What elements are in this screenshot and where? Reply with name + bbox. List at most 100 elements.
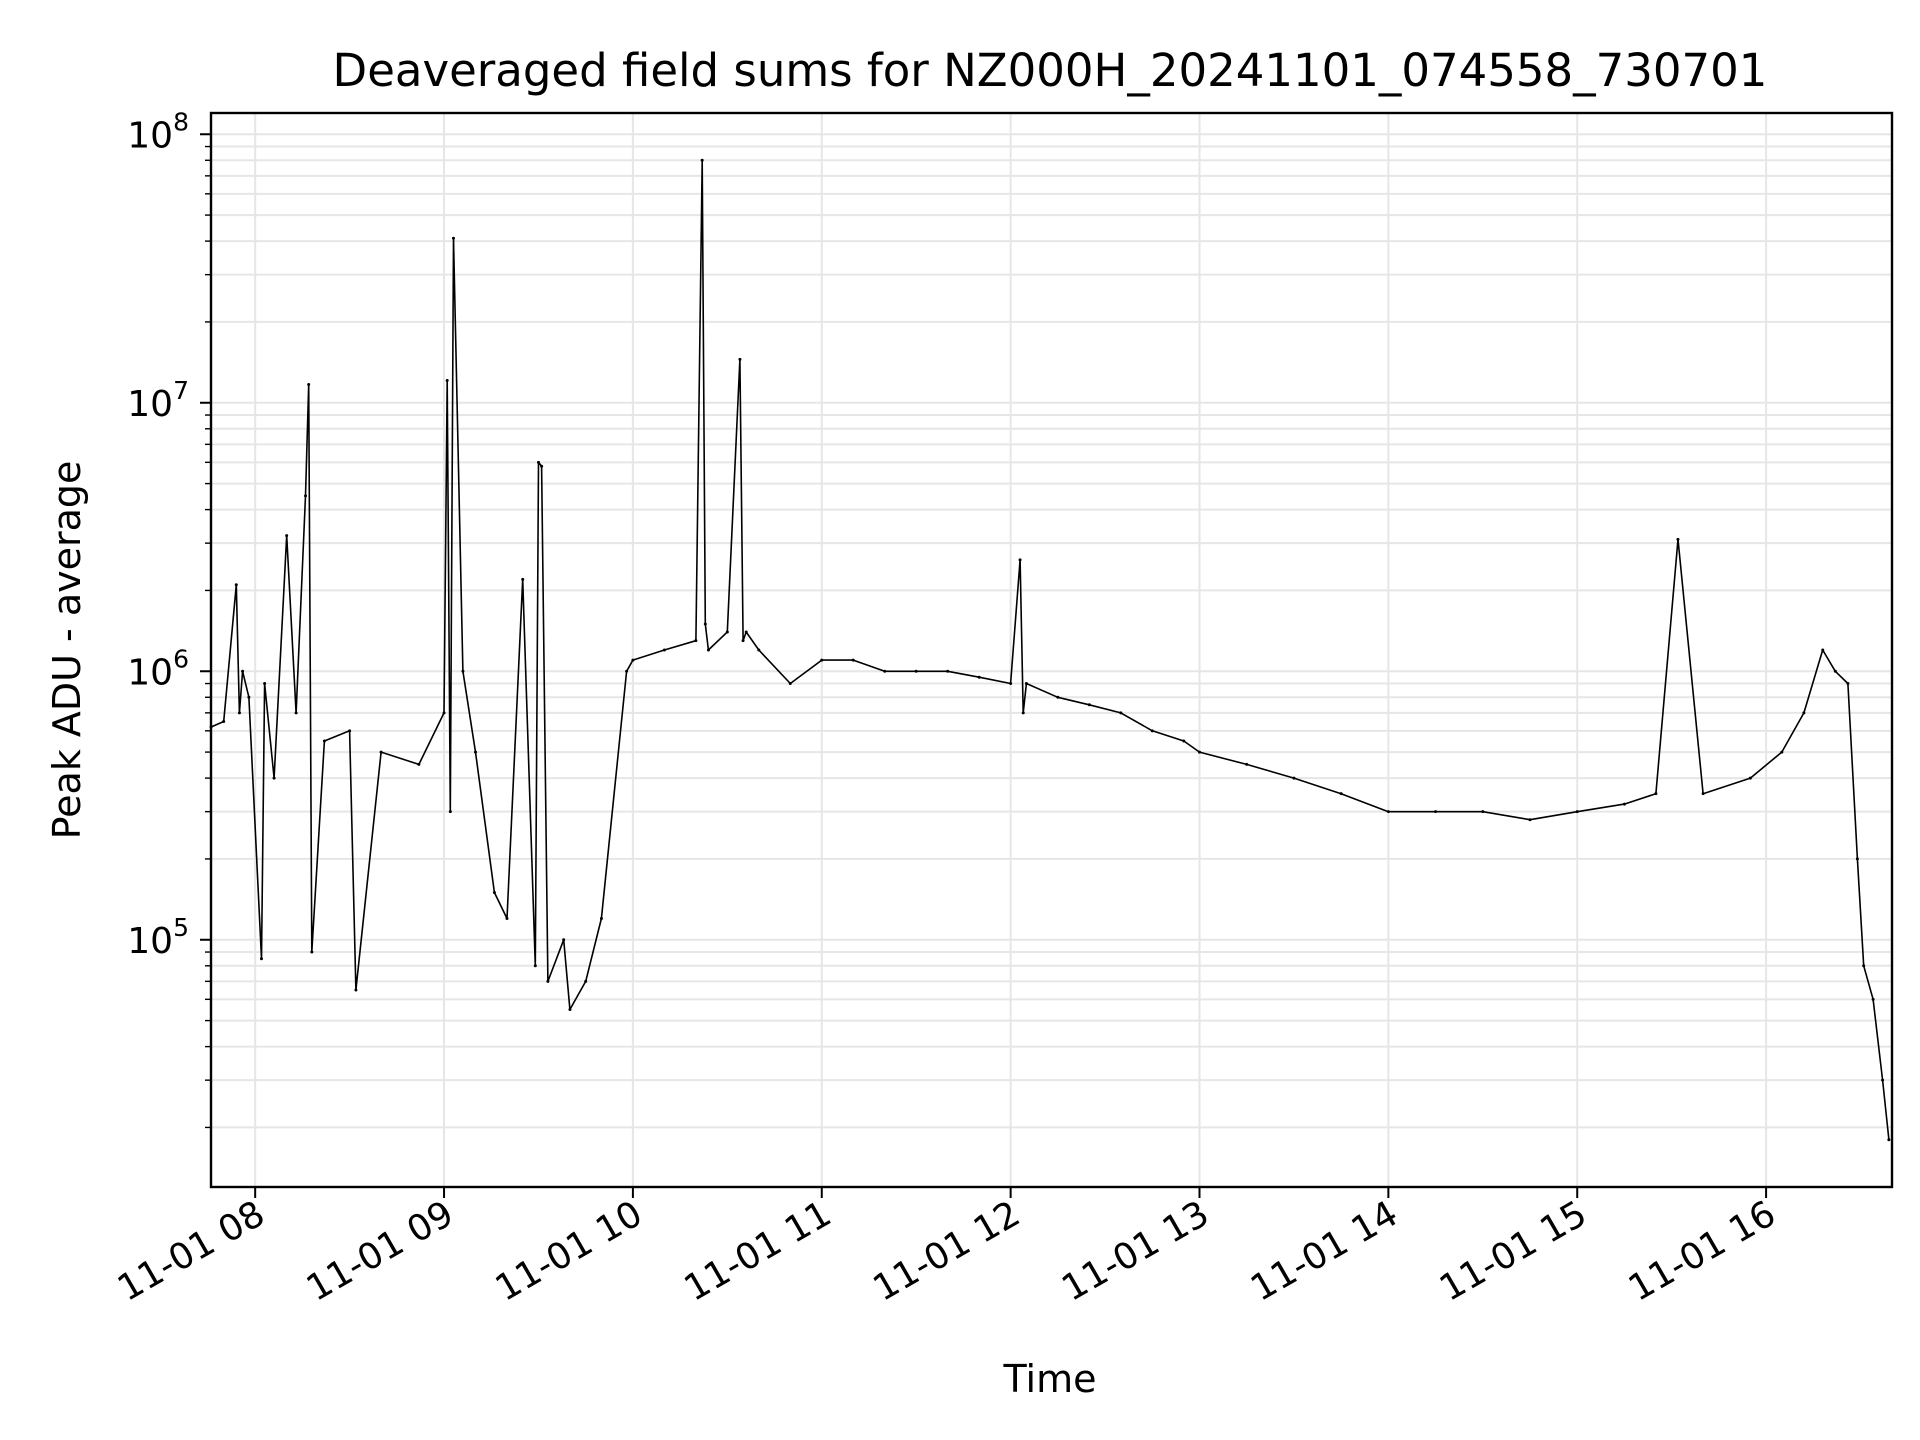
data-point — [533, 964, 537, 968]
data-point — [1481, 810, 1485, 814]
y-tick-label: 105 — [127, 913, 189, 962]
data-point — [1748, 776, 1752, 780]
data-point — [1528, 818, 1532, 822]
data-point — [521, 577, 525, 581]
data-point — [322, 739, 326, 743]
data-point — [946, 669, 950, 673]
x-tick-label: 11-01 16 — [1622, 1193, 1783, 1309]
data-point — [1009, 682, 1013, 686]
data-point — [1833, 669, 1837, 673]
data-point — [744, 630, 748, 634]
data-point — [304, 494, 308, 498]
data-point — [445, 379, 449, 383]
data-point — [379, 750, 383, 754]
data-point — [1575, 810, 1579, 814]
data-point — [725, 630, 729, 634]
data-point — [1846, 682, 1850, 686]
data-point — [451, 236, 455, 240]
data-point — [1056, 695, 1060, 699]
data-point — [1150, 729, 1154, 733]
data-point — [1386, 810, 1390, 814]
data-point — [1024, 682, 1028, 686]
data-point — [285, 534, 289, 538]
data-point — [263, 682, 267, 686]
data-point — [1018, 558, 1022, 562]
data-point — [1622, 802, 1626, 806]
data-point — [568, 1007, 572, 1011]
data-point — [1021, 711, 1025, 715]
data-point — [1780, 750, 1784, 754]
data-point — [662, 648, 666, 652]
data-point — [1087, 703, 1091, 707]
data-point — [1292, 776, 1296, 780]
data-point — [741, 639, 745, 643]
data-point — [851, 658, 855, 662]
data-point — [977, 675, 981, 679]
data-point — [700, 158, 704, 162]
series-layer — [209, 158, 1891, 1142]
x-tick-label: 11-01 14 — [1244, 1193, 1405, 1309]
y-axis-label: Peak ADU - average — [45, 461, 89, 840]
data-point — [1119, 711, 1123, 715]
data-point — [706, 648, 710, 652]
data-point — [694, 639, 698, 643]
data-point — [1676, 537, 1680, 541]
data-point — [237, 711, 241, 715]
data-point — [492, 890, 496, 894]
y-tick-label: 108 — [127, 107, 189, 156]
data-point — [536, 460, 540, 464]
data-point — [546, 979, 550, 983]
data-point — [1654, 792, 1658, 796]
data-point — [757, 648, 761, 652]
data-point — [247, 695, 251, 699]
y-tick-label: 107 — [127, 376, 189, 425]
data-point — [1855, 857, 1859, 861]
data-point — [883, 669, 887, 673]
plot-frame — [209, 111, 1894, 1189]
data-point — [241, 669, 245, 673]
data-point — [1802, 711, 1806, 715]
data-point — [448, 810, 452, 814]
x-tick-label: 11-01 10 — [489, 1193, 650, 1309]
x-tick-label: 11-01 12 — [866, 1193, 1027, 1309]
data-point — [442, 711, 446, 715]
data-point — [1881, 1078, 1885, 1082]
data-point — [348, 729, 352, 733]
data-point — [222, 719, 226, 723]
data-point — [234, 583, 238, 587]
data-point — [1862, 964, 1866, 968]
data-point — [1701, 792, 1705, 796]
data-point — [1197, 750, 1201, 754]
x-axis-label: Time — [1003, 1357, 1097, 1401]
data-point — [703, 622, 707, 626]
data-point — [584, 979, 588, 983]
data-point — [461, 669, 465, 673]
series-line — [210, 159, 1890, 1140]
data-point — [914, 669, 918, 673]
x-tick-label: 11-01 15 — [1433, 1193, 1594, 1309]
x-tick-label: 11-01 08 — [111, 1193, 272, 1309]
data-point — [417, 762, 421, 766]
data-point — [294, 711, 298, 715]
ticks: 11-01 08 11-01 09 11-01 10 11-01 11 11-01 12… — [111, 107, 1783, 1309]
data-point — [354, 988, 358, 992]
data-point — [631, 658, 635, 662]
data-point — [540, 464, 544, 468]
data-point — [310, 950, 314, 954]
data-point — [474, 750, 478, 754]
data-point — [1339, 792, 1343, 796]
data-point — [272, 776, 276, 780]
data-point — [505, 917, 509, 920]
x-tick-label: 11-01 13 — [1055, 1193, 1216, 1309]
data-point — [1434, 810, 1438, 814]
data-point — [788, 682, 792, 686]
data-point — [1182, 739, 1186, 743]
data-point — [625, 669, 629, 673]
data-point — [738, 357, 742, 361]
data-point — [599, 917, 603, 920]
data-point — [1821, 648, 1825, 652]
data-point — [820, 658, 824, 662]
data-point — [562, 938, 566, 942]
data-point — [1871, 997, 1875, 1001]
